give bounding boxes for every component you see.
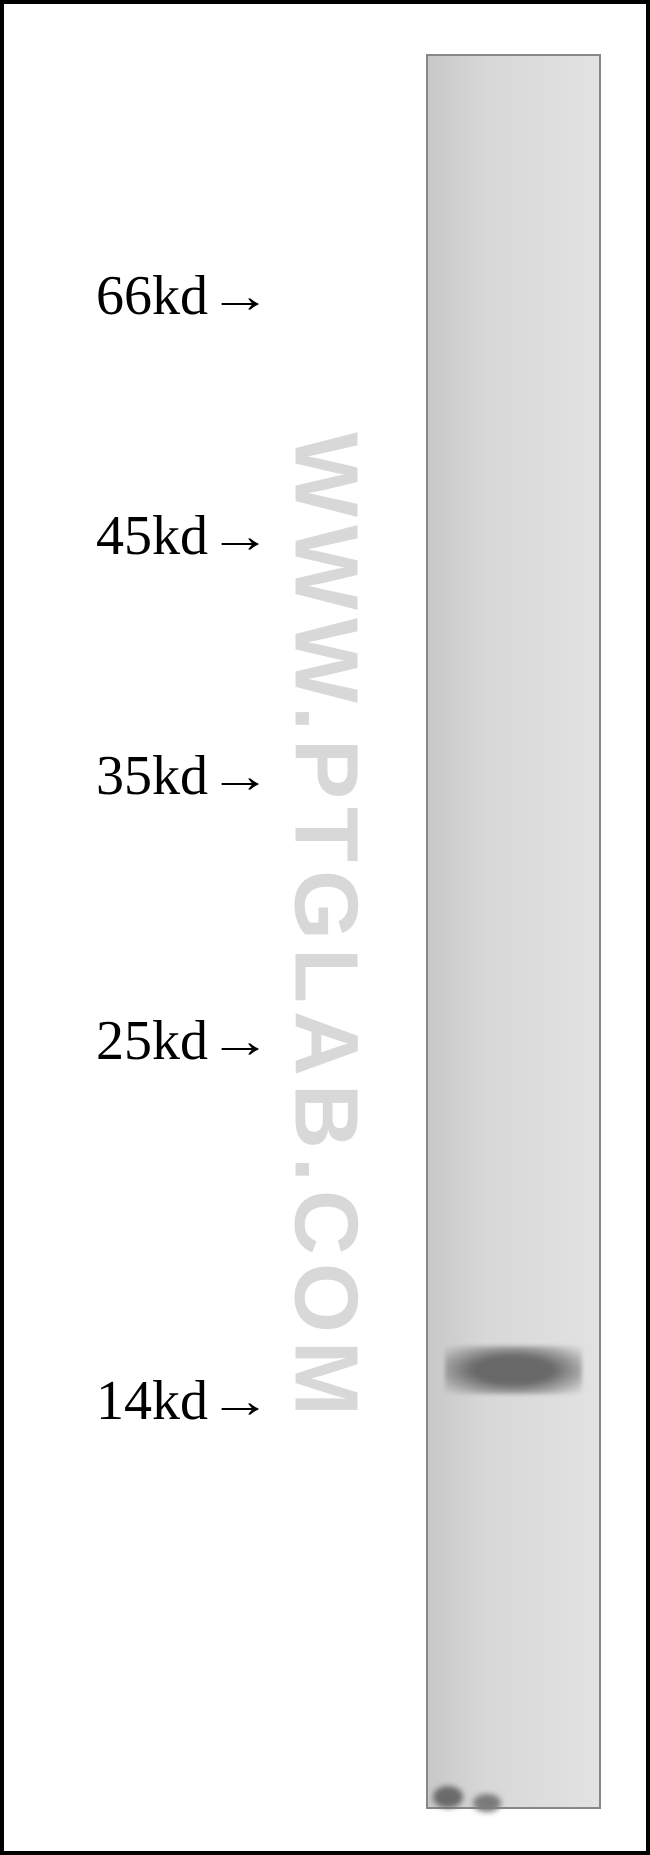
blot-container: WWW.PTGLAB.COM 66kd→45kd→35kd→25kd→14kd→ bbox=[0, 0, 650, 1855]
marker-label: 14kd→ bbox=[64, 1369, 264, 1433]
arrow-icon: → bbox=[209, 1014, 271, 1069]
lane-artifact bbox=[433, 1786, 463, 1808]
protein-band bbox=[445, 1346, 582, 1394]
marker-value: 66kd bbox=[96, 264, 208, 328]
arrow-icon: → bbox=[209, 1374, 271, 1429]
marker-label: 35kd→ bbox=[64, 744, 264, 808]
marker-value: 25kd bbox=[96, 1009, 208, 1073]
marker-label: 66kd→ bbox=[64, 264, 264, 328]
marker-value: 14kd bbox=[96, 1369, 208, 1433]
marker-value: 45kd bbox=[96, 504, 208, 568]
watermark-text: WWW.PTGLAB.COM bbox=[274, 432, 377, 1424]
blot-lane bbox=[426, 54, 601, 1809]
arrow-icon: → bbox=[209, 269, 271, 324]
arrow-icon: → bbox=[209, 509, 271, 564]
marker-label: 25kd→ bbox=[64, 1009, 264, 1073]
marker-value: 35kd bbox=[96, 744, 208, 808]
arrow-icon: → bbox=[209, 749, 271, 804]
marker-label: 45kd→ bbox=[64, 504, 264, 568]
lane-artifact bbox=[473, 1794, 501, 1812]
